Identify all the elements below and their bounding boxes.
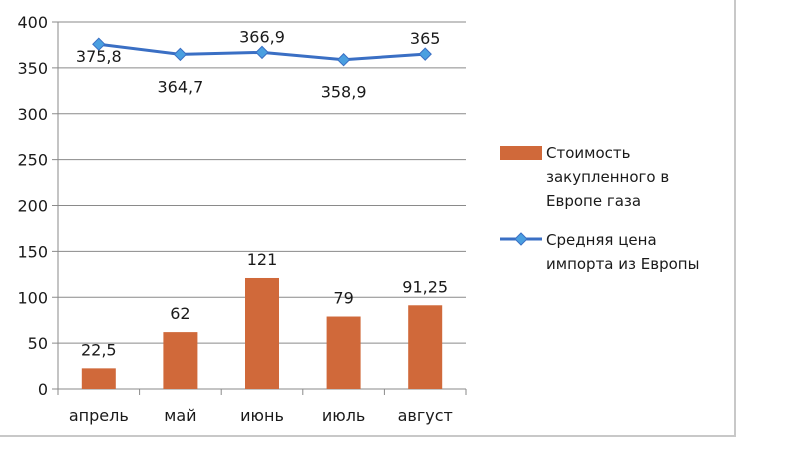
- chart-frame: [0, 0, 736, 437]
- x-tick-label: июнь: [240, 406, 284, 425]
- line-data-labels: 375,8 364,7 366,9 358,9 365: [76, 27, 441, 101]
- bar-series: [81, 277, 443, 389]
- y-tick-label: 0: [38, 380, 48, 399]
- bar: [326, 316, 361, 389]
- y-tick-label: 150: [17, 242, 48, 261]
- bar: [163, 332, 198, 389]
- y-tick-label: 350: [17, 59, 48, 78]
- line-point-marker: [336, 53, 351, 67]
- bar-data-label: 121: [247, 250, 278, 269]
- bar-data-label: 79: [333, 289, 353, 308]
- line-data-label: 365: [410, 29, 441, 48]
- y-tick-label: 400: [17, 13, 48, 32]
- y-tick-label: 250: [17, 151, 48, 170]
- legend-bar-label: Европе газа: [546, 192, 641, 210]
- legend-line-marker: [514, 232, 528, 246]
- bar: [245, 277, 279, 389]
- bar: [408, 305, 443, 389]
- x-tick-label: август: [398, 406, 453, 425]
- legend: Стоимость закупленного в Европе газа Средня…: [500, 144, 699, 273]
- bar: [81, 368, 116, 389]
- x-tick-label: апрель: [69, 406, 129, 425]
- line-point-marker: [418, 47, 432, 61]
- x-tick-label: май: [164, 406, 196, 425]
- y-tick-label: 300: [17, 105, 48, 124]
- line-data-label: 366,9: [239, 27, 285, 46]
- bar-data-label: 22,5: [81, 340, 117, 359]
- line-point-marker: [92, 37, 106, 51]
- line-point-marker: [255, 45, 269, 60]
- legend-bar-swatch: [500, 146, 542, 160]
- bar-data-labels: 22,5 62 121 79 91,25: [81, 250, 448, 359]
- line-data-label: 358,9: [321, 83, 367, 102]
- legend-bar-label: закупленного в: [546, 168, 669, 186]
- legend-line-label: импорта из Европы: [546, 255, 699, 273]
- line-data-label: 375,8: [76, 47, 122, 66]
- axes: 0 50 100 150 200 250 300 350 400 апрель май июнь июл…: [17, 13, 467, 425]
- y-tick-label: 200: [17, 197, 48, 216]
- line-series: [92, 37, 432, 67]
- line-data-label: 364,7: [157, 77, 203, 96]
- legend-line-label: Средняя цена: [546, 231, 657, 249]
- bar-data-label: 62: [170, 304, 190, 323]
- legend-bar-label: Стоимость: [546, 144, 630, 162]
- bar-data-label: 91,25: [402, 277, 448, 296]
- line-point-marker: [173, 47, 188, 62]
- y-tick-label: 50: [28, 334, 48, 353]
- y-tick-label: 100: [17, 288, 48, 307]
- x-tick-label: июль: [322, 406, 366, 425]
